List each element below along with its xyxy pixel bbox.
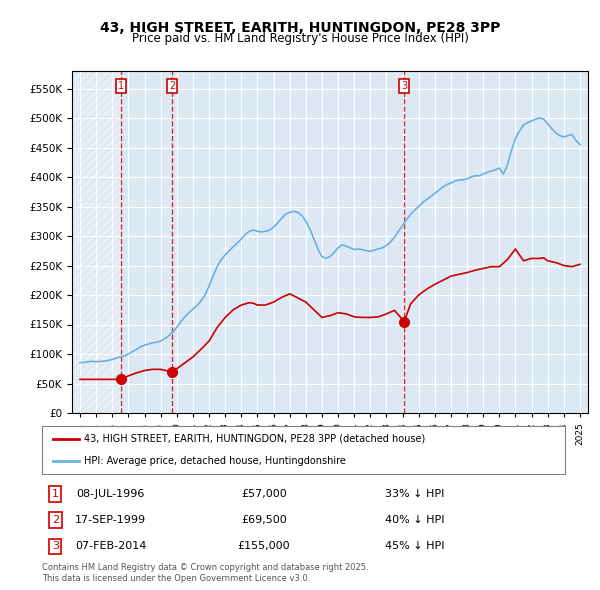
Text: £57,000: £57,000 — [241, 489, 287, 499]
Text: 3: 3 — [52, 542, 59, 552]
FancyBboxPatch shape — [42, 426, 565, 474]
Text: 17-SEP-1999: 17-SEP-1999 — [75, 515, 146, 525]
Text: 40% ↓ HPI: 40% ↓ HPI — [385, 515, 445, 525]
Text: 1: 1 — [52, 489, 59, 499]
Text: £69,500: £69,500 — [241, 515, 287, 525]
Text: 43, HIGH STREET, EARITH, HUNTINGDON, PE28 3PP (detached house): 43, HIGH STREET, EARITH, HUNTINGDON, PE2… — [84, 434, 425, 444]
Text: 1: 1 — [118, 81, 124, 91]
Text: 08-JUL-1996: 08-JUL-1996 — [76, 489, 145, 499]
Text: 3: 3 — [401, 81, 407, 91]
Text: 2: 2 — [169, 81, 175, 91]
Text: 33% ↓ HPI: 33% ↓ HPI — [385, 489, 445, 499]
Text: HPI: Average price, detached house, Huntingdonshire: HPI: Average price, detached house, Hunt… — [84, 456, 346, 466]
Text: Contains HM Land Registry data © Crown copyright and database right 2025.
This d: Contains HM Land Registry data © Crown c… — [42, 563, 368, 583]
Text: Price paid vs. HM Land Registry's House Price Index (HPI): Price paid vs. HM Land Registry's House … — [131, 32, 469, 45]
Bar — [72, 71, 121, 413]
Text: 45% ↓ HPI: 45% ↓ HPI — [385, 542, 445, 552]
Text: 07-FEB-2014: 07-FEB-2014 — [75, 542, 146, 552]
Text: 2: 2 — [52, 515, 59, 525]
Text: 43, HIGH STREET, EARITH, HUNTINGDON, PE28 3PP: 43, HIGH STREET, EARITH, HUNTINGDON, PE2… — [100, 21, 500, 35]
Text: £155,000: £155,000 — [238, 542, 290, 552]
